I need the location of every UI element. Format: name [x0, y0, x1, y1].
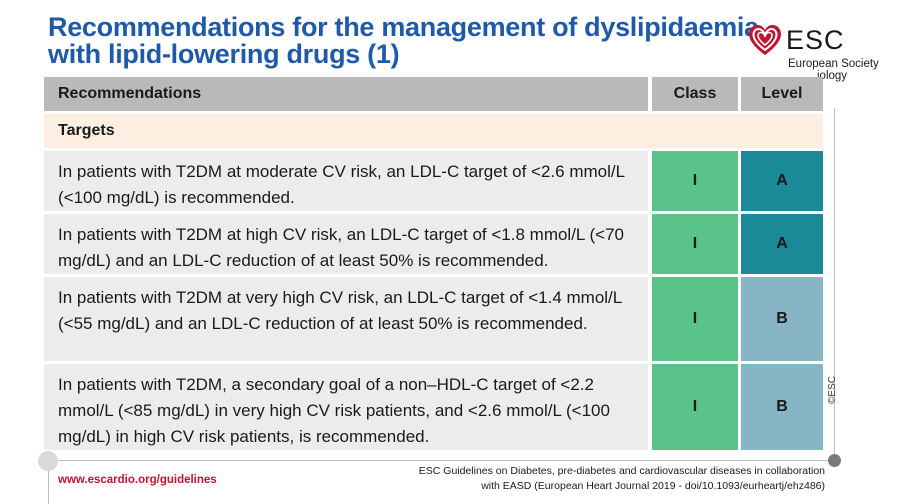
- footer-right-dot: [828, 454, 841, 467]
- class-cell: I: [652, 277, 738, 361]
- slide-title: Recommendations for the management of dy…: [48, 12, 759, 69]
- footer-reference: ESC Guidelines on Diabetes, pre-diabetes…: [419, 464, 825, 494]
- recommendation-text: In patients with T2DM at very high CV ri…: [44, 277, 648, 361]
- section-targets: Targets: [44, 114, 823, 148]
- footer-left-dot: [38, 451, 58, 471]
- header-class: Class: [652, 77, 738, 111]
- footer-divider-line: [48, 460, 835, 461]
- esc-logo: ESC European Society iology: [748, 24, 898, 84]
- recommendation-text: In patients with T2DM at moderate CV ris…: [44, 151, 648, 211]
- header-recommendations: Recommendations: [44, 77, 648, 111]
- heart-logo-icon: [749, 25, 781, 55]
- logo-subtitle-line2: iology: [817, 70, 848, 82]
- reference-line2: with EASD (European Heart Journal 2019 -…: [481, 480, 825, 492]
- logo-wordmark: ESC: [786, 25, 845, 55]
- guidelines-link[interactable]: www.escardio.org/guidelines: [58, 474, 217, 486]
- copyright-label: ©ESC: [827, 376, 838, 404]
- header-level: Level: [741, 77, 823, 111]
- class-cell: I: [652, 151, 738, 211]
- level-cell: A: [741, 214, 823, 274]
- left-divider-line: [48, 471, 49, 504]
- slide-title-line1: Recommendations for the management of dy…: [48, 12, 759, 42]
- recommendation-text: In patients with T2DM, a secondary goal …: [44, 364, 648, 450]
- reference-line1: ESC Guidelines on Diabetes, pre-diabetes…: [418, 465, 825, 477]
- recommendation-text: In patients with T2DM at high CV risk, a…: [44, 214, 648, 274]
- slide-title-line2: with lipid-lowering drugs (1): [48, 39, 400, 69]
- section-label: Targets: [58, 122, 115, 139]
- class-cell: I: [652, 364, 738, 450]
- level-cell: B: [741, 364, 823, 450]
- logo-subtitle-line1: European Society: [788, 58, 879, 70]
- class-cell: I: [652, 214, 738, 274]
- level-cell: A: [741, 151, 823, 211]
- right-divider-line: [834, 108, 835, 460]
- level-cell: B: [741, 277, 823, 361]
